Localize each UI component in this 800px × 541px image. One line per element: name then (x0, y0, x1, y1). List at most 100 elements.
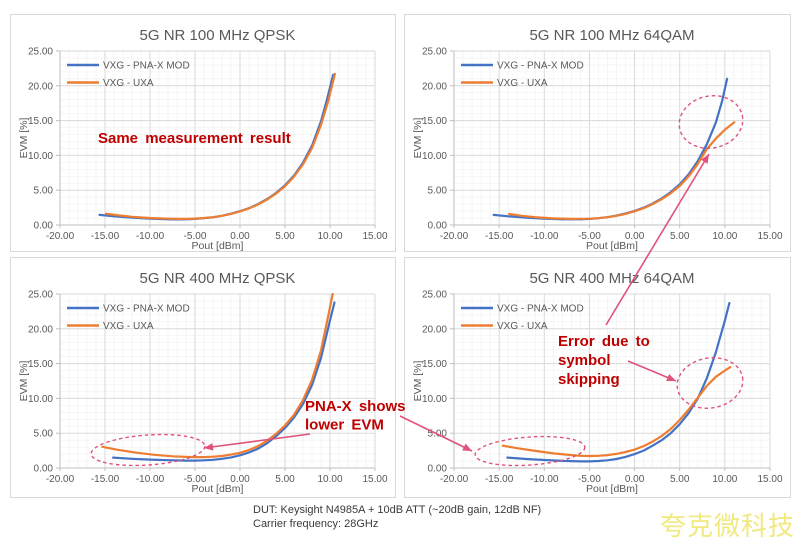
svg-text:5.00: 5.00 (34, 429, 54, 440)
svg-text:-20.00: -20.00 (46, 231, 75, 242)
svg-text:-5.00: -5.00 (184, 474, 207, 485)
legend-label-1: VXG - UXA (103, 321, 154, 332)
y-axis-title: EVM [%] (412, 117, 424, 158)
svg-text:-15.00: -15.00 (91, 231, 120, 242)
axes (56, 50, 376, 228)
svg-text:5.00: 5.00 (670, 474, 690, 485)
svg-text:15.00: 15.00 (362, 231, 387, 242)
svg-text:20.00: 20.00 (422, 81, 447, 92)
svg-text:10.00: 10.00 (317, 474, 342, 485)
x-axis-title: Pout [dBm] (192, 483, 244, 495)
x-axis-title: Pout [dBm] (192, 240, 244, 251)
x-axis-title: Pout [dBm] (586, 483, 638, 495)
svg-text:10.00: 10.00 (712, 231, 737, 242)
x-axis-title: Pout [dBm] (586, 240, 638, 251)
x-axis-ticks: -20.00 -15.00 -10.00 -5.00 0.00 5.00 10.00 15.0… (46, 474, 388, 485)
svg-text:10.00: 10.00 (712, 474, 737, 485)
chart-title: 5G NR 100 MHz 64QAM (529, 27, 694, 44)
svg-text:-20.00: -20.00 (440, 474, 469, 485)
caption: DUT: Keysight N4985A + 10dB ATT (~20dB g… (253, 503, 541, 531)
caption-line-carrier: Carrier frequency: 28GHz (253, 518, 379, 530)
y-axis-title: EVM [%] (18, 117, 30, 158)
svg-text:15.00: 15.00 (28, 116, 53, 127)
svg-text:5.00: 5.00 (275, 474, 295, 485)
y-axis-ticks: 0.00 5.00 10.00 15.00 20.00 25.00 (28, 47, 53, 232)
legend-label-0: VXG - PNA-X MOD (497, 61, 584, 72)
svg-text:-5.00: -5.00 (184, 231, 207, 242)
svg-text:-10.00: -10.00 (136, 231, 165, 242)
svg-text:10.00: 10.00 (422, 151, 447, 162)
chart-title: 5G NR 400 MHz 64QAM (529, 270, 694, 287)
svg-text:0.00: 0.00 (428, 464, 448, 475)
legend-label-1: VXG - UXA (497, 78, 548, 89)
svg-text:25.00: 25.00 (28, 290, 53, 301)
chart-panel-400mhz-64qam: -20.00 -15.00 -10.00 -5.00 0.00 5.00 10.00 15.0… (404, 257, 791, 498)
chart-svg-0: -20.00 -15.00 -10.00 -5.00 0.00 5.00 10.00 15.0… (18, 27, 388, 251)
svg-text:0.00: 0.00 (230, 474, 250, 485)
svg-text:-5.00: -5.00 (578, 231, 601, 242)
y-axis-ticks: 0.00 5.00 10.00 15.00 20.00 25.00 (422, 47, 447, 232)
svg-text:15.00: 15.00 (757, 231, 782, 242)
svg-text:10.00: 10.00 (422, 394, 447, 405)
legend-label-0: VXG - PNA-X MOD (103, 61, 190, 72)
svg-text:5.00: 5.00 (670, 231, 690, 242)
chart-title: 5G NR 400 MHz QPSK (140, 270, 296, 287)
series-vxg-pna-x-mod (98, 73, 335, 221)
chart-svg-1: -20.00 -15.00 -10.00 -5.00 0.00 5.00 10.00 15.0… (412, 27, 783, 251)
svg-text:-15.00: -15.00 (91, 474, 120, 485)
svg-text:20.00: 20.00 (422, 324, 447, 335)
svg-text:5.00: 5.00 (275, 231, 295, 242)
caption-line-dut: DUT: Keysight N4985A + 10dB ATT (~20dB g… (253, 504, 542, 516)
y-axis-title: EVM [%] (18, 360, 30, 401)
legend: VXG - PNA-X MOD VXG - UXA (67, 61, 190, 89)
svg-text:15.00: 15.00 (362, 474, 387, 485)
y-axis-ticks: 0.00 5.00 10.00 15.00 20.00 25.00 (28, 290, 53, 475)
svg-text:20.00: 20.00 (28, 324, 53, 335)
x-axis-ticks: -20.00 -15.00 -10.00 -5.00 0.00 5.00 10.00 15.0… (440, 474, 783, 485)
svg-text:-20.00: -20.00 (440, 231, 469, 242)
svg-text:-10.00: -10.00 (530, 474, 559, 485)
y-axis-title: EVM [%] (412, 360, 424, 401)
legend: VXG - PNA-X MOD VXG - UXA (67, 304, 190, 332)
svg-text:0.00: 0.00 (34, 464, 54, 475)
svg-text:0.00: 0.00 (625, 474, 645, 485)
svg-text:10.00: 10.00 (28, 151, 53, 162)
svg-text:0.00: 0.00 (34, 221, 54, 232)
watermark-text: 夸克微科技 (660, 511, 796, 541)
series-vxg-uxa (101, 293, 334, 459)
svg-text:25.00: 25.00 (422, 290, 447, 301)
chart-panel-100mhz-qpsk: -20.00 -15.00 -10.00 -5.00 0.00 5.00 10.00 15.0… (10, 14, 396, 252)
legend: VXG - PNA-X MOD VXG - UXA (461, 304, 584, 332)
svg-text:5.00: 5.00 (428, 429, 448, 440)
svg-text:15.00: 15.00 (757, 474, 782, 485)
legend-label-1: VXG - UXA (497, 321, 548, 332)
svg-text:0.00: 0.00 (230, 231, 250, 242)
y-axis-ticks: 0.00 5.00 10.00 15.00 20.00 25.00 (422, 290, 447, 475)
series-vxg-uxa (104, 72, 336, 220)
svg-text:25.00: 25.00 (28, 47, 53, 58)
svg-text:15.00: 15.00 (28, 359, 53, 370)
svg-text:25.00: 25.00 (422, 47, 447, 58)
chart-panel-400mhz-qpsk: -20.00 -15.00 -10.00 -5.00 0.00 5.00 10.00 15.0… (10, 257, 396, 498)
svg-text:-20.00: -20.00 (46, 474, 75, 485)
svg-text:0.00: 0.00 (428, 221, 448, 232)
svg-text:10.00: 10.00 (317, 231, 342, 242)
series-lines (98, 72, 336, 221)
svg-text:-15.00: -15.00 (485, 474, 514, 485)
svg-text:15.00: 15.00 (422, 116, 447, 127)
svg-text:10.00: 10.00 (28, 394, 53, 405)
chart-svg-3: -20.00 -15.00 -10.00 -5.00 0.00 5.00 10.00 15.0… (412, 270, 783, 495)
svg-text:5.00: 5.00 (428, 186, 448, 197)
svg-text:-10.00: -10.00 (530, 231, 559, 242)
chart-title: 5G NR 100 MHz QPSK (140, 27, 296, 44)
legend-label-0: VXG - PNA-X MOD (103, 304, 190, 315)
svg-text:15.00: 15.00 (422, 359, 447, 370)
chart-panel-100mhz-64qam: -20.00 -15.00 -10.00 -5.00 0.00 5.00 10.00 15.0… (404, 14, 791, 252)
legend-label-0: VXG - PNA-X MOD (497, 304, 584, 315)
chart-svg-2: -20.00 -15.00 -10.00 -5.00 0.00 5.00 10.00 15.0… (18, 270, 388, 495)
svg-text:-5.00: -5.00 (578, 474, 601, 485)
axes (56, 293, 376, 471)
svg-text:-10.00: -10.00 (136, 474, 165, 485)
legend-label-1: VXG - UXA (103, 78, 154, 89)
grid-minor (60, 51, 375, 225)
